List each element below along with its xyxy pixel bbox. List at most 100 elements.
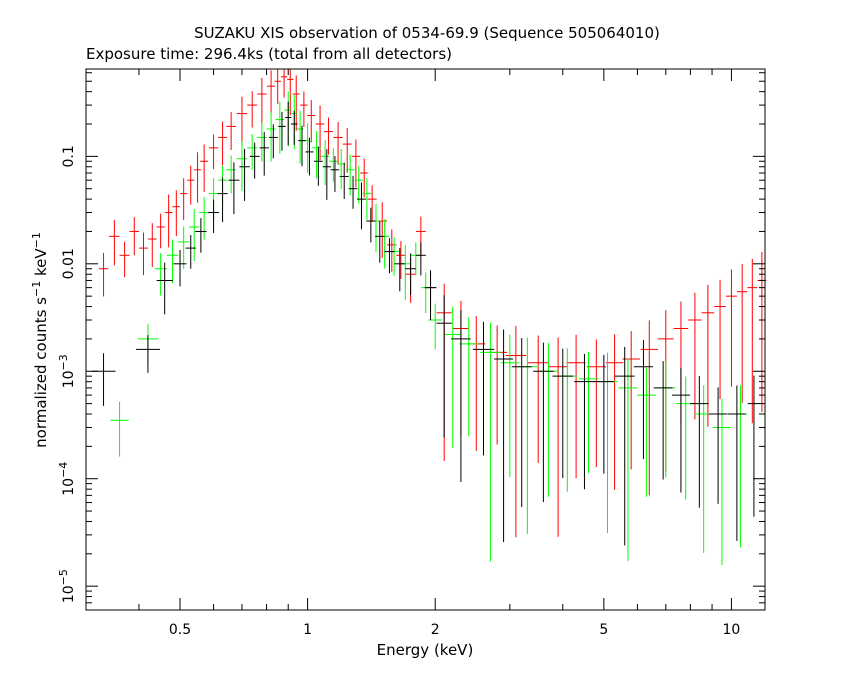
data-point <box>226 155 236 194</box>
data-point <box>653 361 673 480</box>
data-point <box>444 306 462 448</box>
data-point <box>725 269 737 387</box>
data-point <box>292 75 300 131</box>
data-point <box>387 229 397 272</box>
x-axis: 0.5 1 2 5 10 <box>85 69 740 638</box>
data-point <box>275 101 285 154</box>
data-point <box>578 351 599 474</box>
y-tick-exp: −4 <box>57 462 70 478</box>
data-point <box>410 242 421 276</box>
data-point <box>714 279 726 400</box>
data-point <box>708 387 728 504</box>
data-point <box>436 295 452 438</box>
data-point <box>354 166 363 204</box>
data-point <box>636 367 656 497</box>
data-point <box>330 156 340 192</box>
data-point <box>266 111 276 162</box>
data-point <box>247 134 258 170</box>
series-000000 <box>91 101 761 546</box>
data-point <box>388 237 400 276</box>
data-point <box>420 272 431 314</box>
data-point <box>156 262 173 315</box>
data-point <box>605 334 624 490</box>
data-point <box>208 134 219 170</box>
data-point <box>566 334 586 479</box>
data-point <box>257 122 267 162</box>
data-point <box>574 353 595 490</box>
data-point <box>305 137 314 176</box>
data-point <box>298 125 306 167</box>
data-point <box>173 249 187 287</box>
data-point <box>312 131 321 179</box>
data-point <box>274 69 281 104</box>
x-tick-label: 1 <box>303 622 312 638</box>
y-tick-exp: −3 <box>57 354 70 370</box>
data-point <box>694 385 713 553</box>
data-point <box>98 252 109 297</box>
data-point <box>348 175 358 209</box>
data-point <box>313 146 323 186</box>
data-point <box>371 204 381 253</box>
data-point <box>129 217 140 256</box>
data-point <box>139 232 148 276</box>
data-point <box>747 258 758 424</box>
data-point <box>91 353 116 406</box>
data-point <box>366 207 376 243</box>
data-point <box>166 239 179 284</box>
y-tick-base: 10 <box>61 478 77 496</box>
data-point <box>424 270 437 321</box>
data-point <box>109 220 120 266</box>
plot-frame <box>85 68 766 611</box>
data-point <box>405 253 416 296</box>
x-tick-label: 0.5 <box>169 622 191 638</box>
data-point <box>156 213 165 249</box>
data-point <box>367 185 377 222</box>
y-axis-title-exp2: −1 <box>30 232 43 248</box>
y-axis-title: normalized counts s−1 keV−1 <box>30 232 50 448</box>
data-point <box>119 241 130 278</box>
data-point <box>320 140 330 186</box>
x-tick-label: 2 <box>431 622 440 638</box>
data-point <box>267 70 276 114</box>
data-point <box>593 354 614 474</box>
data-point <box>451 309 471 483</box>
data-point <box>342 127 352 173</box>
data-point <box>187 165 195 205</box>
data-point <box>505 326 527 538</box>
y-tick-label: 0.01 <box>61 248 77 279</box>
x-tick-label: 5 <box>599 622 608 638</box>
data-point <box>633 340 654 460</box>
data-point <box>384 238 395 274</box>
data-point <box>315 105 325 161</box>
data-point <box>185 235 196 269</box>
data-point <box>618 358 638 561</box>
data-point <box>226 112 236 151</box>
data-point <box>135 335 160 373</box>
y-axis-title-exp1: −1 <box>30 281 43 297</box>
chart-subtitle: Exposure time: 296.4ks (total from all d… <box>86 45 452 63</box>
data-point <box>322 149 331 200</box>
data-point <box>217 177 228 223</box>
data-point <box>712 398 732 566</box>
data-point <box>494 329 514 543</box>
data-point <box>467 316 486 451</box>
data-point <box>236 141 248 191</box>
y-axis-title-prefix: normalized counts s <box>32 297 50 448</box>
data-point <box>396 241 406 279</box>
data-point <box>195 218 207 253</box>
data-point <box>218 121 227 166</box>
data-point <box>280 69 288 98</box>
data-point <box>285 101 292 146</box>
data-point <box>375 221 385 263</box>
data-point <box>538 342 559 497</box>
data-point <box>333 122 343 164</box>
data-point <box>268 124 278 159</box>
data-point <box>733 385 748 548</box>
chart-title: SUZAKU XIS observation of 0534-69.9 (Seq… <box>194 24 660 42</box>
data-point <box>228 162 240 215</box>
data-point <box>459 317 479 437</box>
data-point <box>303 123 312 173</box>
data-point <box>257 77 267 123</box>
data-point <box>287 69 294 116</box>
data-point <box>290 110 298 146</box>
